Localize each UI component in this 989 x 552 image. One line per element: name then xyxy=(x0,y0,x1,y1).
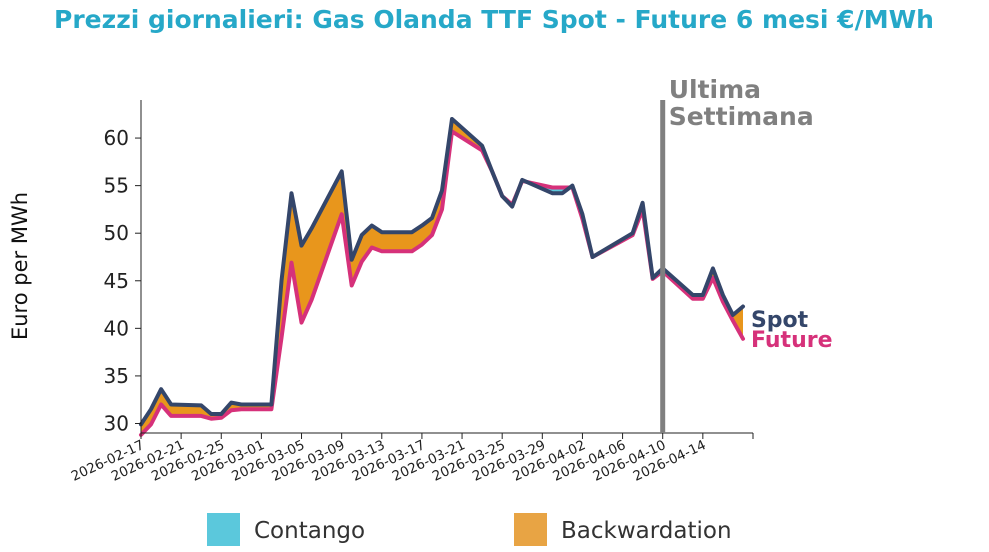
y-tick-label: 60 xyxy=(104,126,129,150)
x-ticks: 2026-02-172026-02-212026-02-252026-03-01… xyxy=(69,433,754,485)
chart-title: Prezzi giornalieri: Gas Olanda TTF Spot … xyxy=(54,5,934,34)
legend-label-backwardation: Backwardation xyxy=(561,518,732,544)
y-tick-label: 30 xyxy=(104,411,129,435)
last-week-label-line2: Settimana xyxy=(669,102,814,131)
legend-swatch-contango xyxy=(207,513,240,546)
spot-series-line xyxy=(139,117,745,427)
annotation-layer: Ultima Settimana xyxy=(660,75,814,433)
legend-swatch-backwardation xyxy=(514,513,547,546)
legend: Contango Backwardation xyxy=(207,513,732,546)
axes: 30 35 40 45 50 55 60 2026-02-172026-02-212026-… xyxy=(69,100,754,485)
y-tick-label: 40 xyxy=(104,316,129,340)
last-week-label-line1: Ultima xyxy=(669,75,761,104)
y-tick-label: 45 xyxy=(104,269,129,293)
y-ticks: 30 35 40 45 50 55 60 xyxy=(104,126,141,435)
y-tick-label: 55 xyxy=(104,174,129,198)
series-label-spot: Spot xyxy=(751,308,809,333)
y-tick-label: 35 xyxy=(104,364,129,388)
y-axis-label: Euro per MWh xyxy=(8,192,32,340)
backwardation-area xyxy=(569,185,743,339)
series-label-future: Future xyxy=(751,328,833,353)
series-lines-layer xyxy=(139,117,745,437)
y-tick-label: 50 xyxy=(104,221,129,245)
legend-label-contango: Contango xyxy=(254,518,365,544)
